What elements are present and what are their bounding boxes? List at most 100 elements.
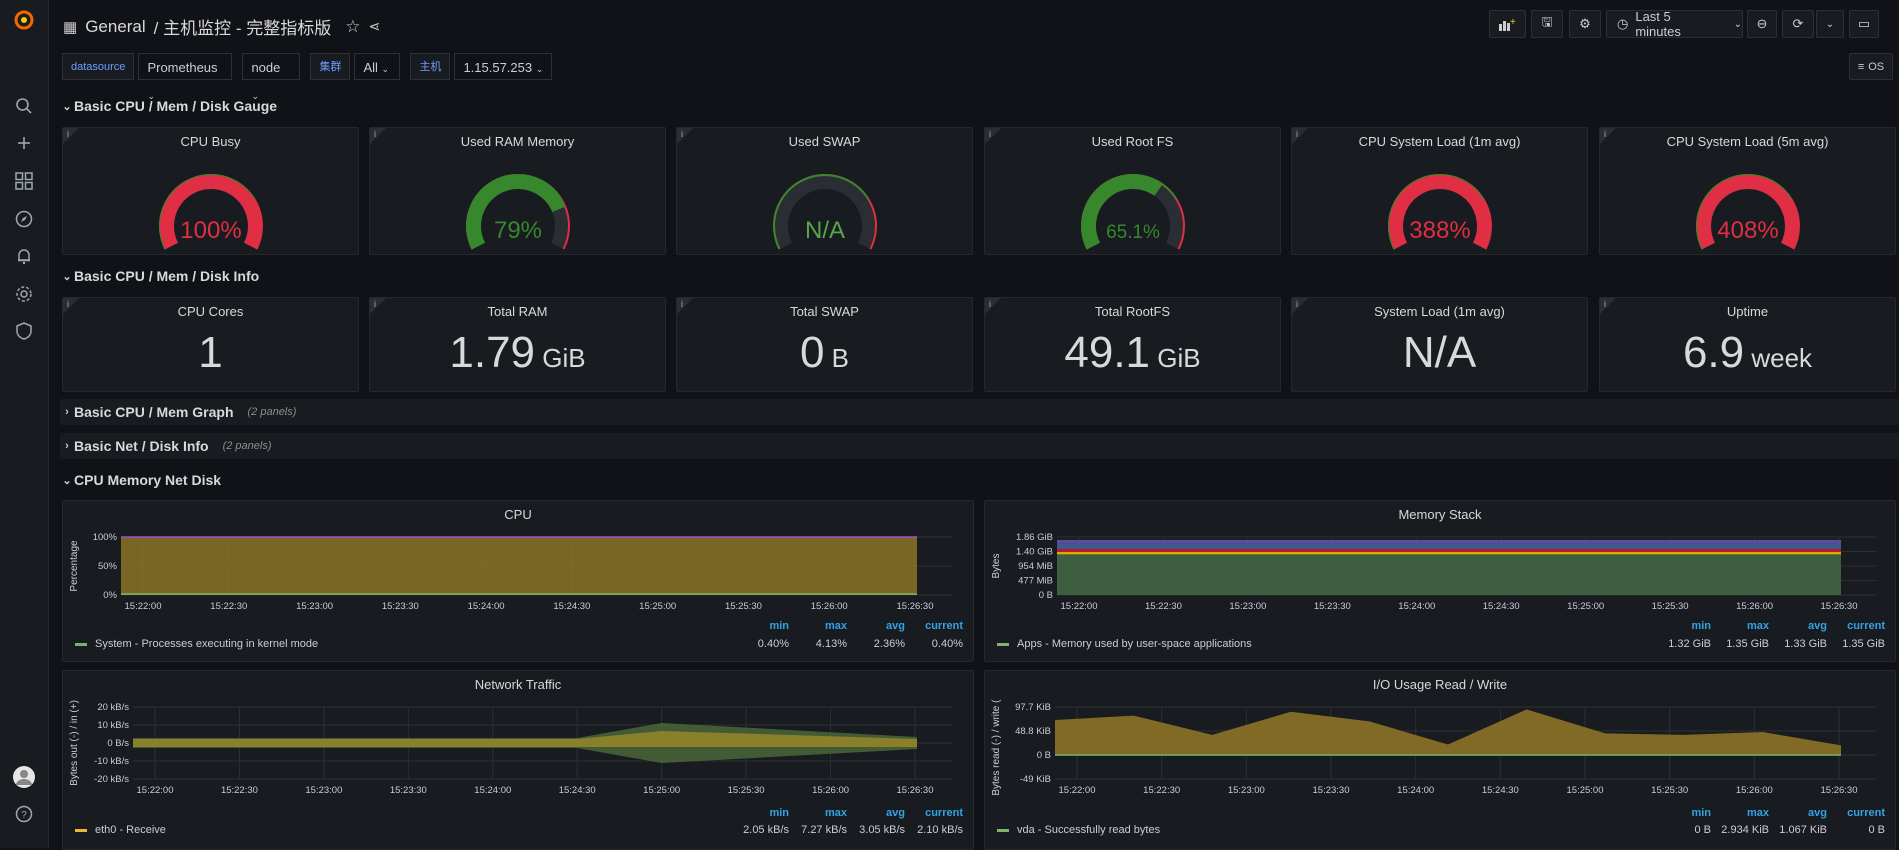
panel-info-icon[interactable]: i	[985, 298, 1001, 314]
dashboard-title[interactable]: / 主机监控 - 完整指标版	[153, 19, 332, 38]
panel-info-icon[interactable]: i	[370, 128, 386, 144]
timeseries-panel-net[interactable]: Network Traffic Bytes out (-) / in (+) 20 …	[62, 670, 974, 850]
gauge-panel[interactable]: i Used RAM Memory 79%	[369, 127, 666, 255]
y-tick-label: 0%	[103, 590, 117, 601]
x-tick-label: 15:22:00	[1061, 601, 1098, 612]
legend-col-avg[interactable]: avg	[886, 620, 905, 632]
stat-panel[interactable]: i Total SWAP 0 B	[676, 297, 973, 392]
legend-col-min[interactable]: min	[1691, 620, 1711, 632]
legend-col-current[interactable]: current	[925, 807, 963, 819]
gauge-panel[interactable]: i CPU System Load (1m avg) 388%	[1291, 127, 1588, 255]
stat-panel[interactable]: i Total RAM 1.79 GiB	[369, 297, 666, 392]
gauge-panel[interactable]: i CPU System Load (5m avg) 408%	[1599, 127, 1896, 255]
panel-info-icon[interactable]: i	[1292, 128, 1308, 144]
timeseries-panel-io[interactable]: I/O Usage Read / Write Bytes read (-) / w…	[984, 670, 1896, 850]
dashboards-icon[interactable]	[12, 169, 36, 193]
gauge-panel[interactable]: i Used SWAP N/A	[676, 127, 973, 255]
panel-title: I/O Usage Read / Write	[1372, 677, 1508, 692]
variable-select-job[interactable]: node ⌄	[242, 53, 301, 101]
timeseries-panel-cpu[interactable]: CPU Percentage 100% 50% 0% 15:22:00 15:22:30 15…	[62, 500, 974, 662]
row-info[interactable]: ⌄ Basic CPU / Mem / Disk Info	[60, 263, 1899, 289]
row-gauge[interactable]: ⌄ Basic CPU / Mem / Disk Gauge	[60, 93, 1899, 119]
legend-col-avg[interactable]: avg	[1808, 620, 1827, 632]
panel-info-icon[interactable]: i	[1292, 298, 1308, 314]
row-net[interactable]: › Basic Net / Disk Info (2 panels)	[60, 433, 1899, 459]
search-icon[interactable]	[12, 94, 36, 118]
stat-panel[interactable]: i System Load (1m avg) N/A	[1291, 297, 1588, 392]
stat-panel[interactable]: i Total RootFS 49.1 GiB	[984, 297, 1281, 392]
legend-col-min[interactable]: min	[769, 620, 789, 632]
panel-info-icon[interactable]: i	[985, 128, 1001, 144]
save-dashboard-button[interactable]: 🖫	[1531, 10, 1563, 38]
chevron-down-icon: ⌄	[1733, 18, 1742, 30]
panel-title: Used RAM Memory	[460, 134, 575, 149]
zoom-out-button[interactable]: ⊖	[1747, 10, 1777, 38]
row-graph[interactable]: › Basic CPU / Mem Graph (2 panels)	[60, 399, 1899, 425]
grafana-logo-icon[interactable]	[12, 8, 36, 32]
chevron-down-icon: ⌄	[62, 100, 72, 113]
shield-icon[interactable]	[12, 319, 36, 343]
x-tick-label: 15:22:30	[1145, 601, 1182, 612]
x-tick-label: 15:24:30	[559, 785, 596, 796]
chart-plot[interactable]: Bytes read (-) / write (+) 97.7 KiB 48.8 K…	[985, 699, 1895, 824]
panel-title: CPU System Load (5m avg)	[1666, 134, 1829, 149]
legend-col-current[interactable]: current	[925, 620, 963, 632]
add-panel-button[interactable]: +	[1489, 10, 1526, 38]
panel-info-icon[interactable]: i	[677, 298, 693, 314]
variable-select-cluster[interactable]: All ⌄	[354, 53, 401, 80]
chart-plot[interactable]: Bytes 1.86 GiB 1.40 GiB 954 MiB 477 MiB 0 B 15…	[985, 529, 1895, 649]
stat-panel[interactable]: i CPU Cores 1	[62, 297, 359, 392]
legend-item[interactable]: eth0 - Receive 2.05 kB/s 7.27 kB/s 3.05 kB/…	[75, 824, 963, 836]
panel-info-icon[interactable]: i	[677, 128, 693, 144]
legend-col-min[interactable]: min	[1691, 807, 1711, 819]
variable-select-datasource[interactable]: Prometheus ⌄	[138, 53, 233, 101]
refresh-interval-picker[interactable]: ⌄	[1816, 10, 1844, 38]
panel-info-icon[interactable]: i	[1600, 128, 1616, 144]
os-links-button[interactable]: ≡ OS	[1849, 53, 1893, 80]
plus-icon[interactable]	[12, 131, 36, 155]
refresh-button[interactable]: ⟳	[1782, 10, 1814, 38]
legend-item[interactable]: Apps - Memory used by user-space applica…	[997, 638, 1885, 650]
dashboard-settings-button[interactable]: ⚙	[1569, 10, 1601, 38]
legend-col-current[interactable]: current	[1847, 807, 1885, 819]
x-tick-label: 15:22:30	[221, 785, 258, 796]
y-tick-label: 50%	[98, 561, 118, 572]
x-tick-label: 15:23:00	[1228, 785, 1265, 796]
legend-item[interactable]: vda - Successfully read bytes 0 B 2.934 Ki…	[997, 824, 1885, 836]
panel-info-icon[interactable]: i	[63, 128, 79, 144]
gauge-panel[interactable]: i CPU Busy 100%	[62, 127, 359, 255]
share-icon[interactable]: ⋖	[368, 18, 381, 34]
time-picker-button[interactable]: ◷ Last 5 minutes ⌄	[1606, 9, 1743, 39]
folder-title[interactable]: General	[85, 16, 146, 36]
row-cpu-memory-net-disk[interactable]: ⌄ CPU Memory Net Disk	[60, 467, 1899, 493]
gauge-panel[interactable]: i Used Root FS 65.1%	[984, 127, 1281, 255]
legend-col-max[interactable]: max	[1746, 807, 1769, 819]
panel-info-icon[interactable]: i	[63, 298, 79, 314]
legend-col-current[interactable]: current	[1847, 620, 1885, 632]
legend-col-max[interactable]: max	[824, 620, 847, 632]
row-title: Basic CPU / Mem Graph	[74, 404, 234, 420]
legend-col-max[interactable]: max	[824, 807, 847, 819]
legend-col-avg[interactable]: avg	[1808, 807, 1827, 819]
help-icon[interactable]: ?	[12, 802, 36, 826]
variable-select-host[interactable]: 1.15.57.253 ⌄	[454, 53, 553, 80]
chart-plot[interactable]: Bytes out (-) / in (+) 20 kB/s 10 kB/s 0 B/…	[63, 699, 973, 824]
panel-info-icon[interactable]: i	[1600, 298, 1616, 314]
legend-col-min[interactable]: min	[769, 807, 789, 819]
chart-plot[interactable]: Percentage 100% 50% 0% 15:22:00 15:22:30 15:23…	[63, 529, 973, 649]
panel-info-icon[interactable]: i	[370, 298, 386, 314]
gear-icon[interactable]	[12, 282, 36, 306]
legend-col-max[interactable]: max	[1746, 620, 1769, 632]
star-icon[interactable]: ☆	[345, 16, 361, 36]
legend-col-avg[interactable]: avg	[886, 807, 905, 819]
alerting-bell-icon[interactable]	[12, 244, 36, 268]
tv-mode-button[interactable]: ▭	[1849, 10, 1879, 38]
legend-item[interactable]: System - Processes executing in kernel m…	[75, 638, 963, 650]
explore-compass-icon[interactable]	[12, 207, 36, 231]
stat-panel[interactable]: i Uptime 6.9 week	[1599, 297, 1896, 392]
timeseries-panel-mem[interactable]: Memory Stack Bytes 1.86 GiB 1.40 GiB 954 MiB…	[984, 500, 1896, 662]
y-axis-label: Bytes out (-) / in (+)	[69, 700, 80, 786]
avatar[interactable]	[12, 765, 36, 789]
x-tick-label: 15:26:00	[811, 601, 848, 612]
x-tick-label: 15:26:30	[897, 601, 934, 612]
